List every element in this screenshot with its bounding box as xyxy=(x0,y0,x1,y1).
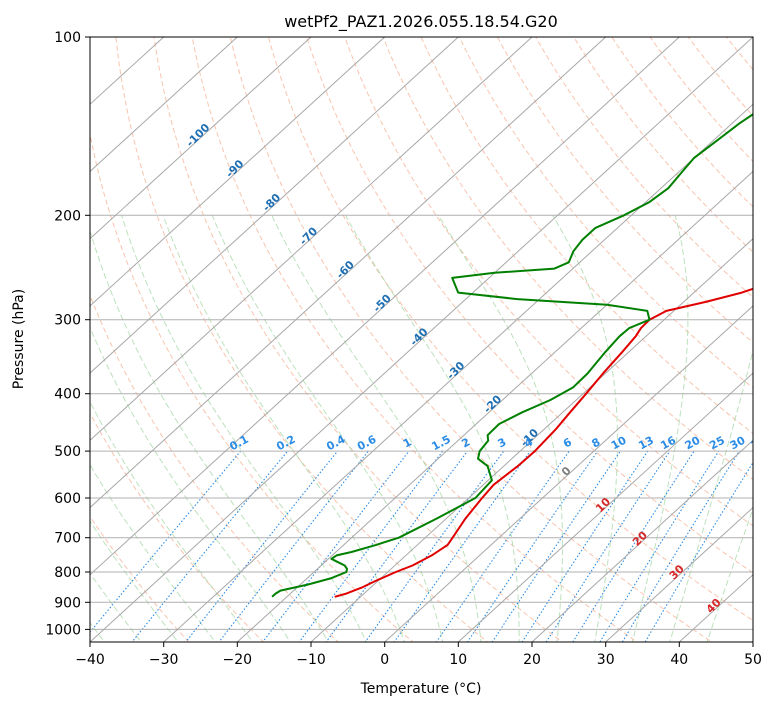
dry-adiabat xyxy=(306,37,753,574)
moist-adiabat xyxy=(90,572,142,642)
moist-adiabat xyxy=(271,215,482,642)
moist-adiabat xyxy=(90,520,179,642)
moist-adiabat xyxy=(345,215,520,642)
isotherm-gridline xyxy=(90,37,312,240)
moist-adiabat xyxy=(706,507,753,642)
dry-adiabat xyxy=(191,37,638,642)
x-tick-label: 40 xyxy=(670,652,688,668)
moist-adiabat xyxy=(211,215,444,642)
mixing-ratio-label: 25 xyxy=(707,434,727,453)
isotherm-gridline xyxy=(90,37,753,642)
x-axis-label: Temperature (°C) xyxy=(360,681,482,697)
moist-adiabat xyxy=(90,229,329,642)
mixing-ratio-label: 13 xyxy=(636,434,656,453)
plot-frame xyxy=(89,36,754,643)
moist-adiabat xyxy=(437,215,563,642)
moist-adiabat xyxy=(121,215,367,642)
dry-adiabat xyxy=(344,37,753,527)
isotherm-gridline xyxy=(457,372,753,642)
temperature-profile-line xyxy=(334,287,753,598)
y-tick-label: 100 xyxy=(54,30,81,46)
isotherm-gridlines xyxy=(90,37,753,642)
plot-area: -100-90-80-70-60-50-40-30-20-10010203040… xyxy=(90,37,769,642)
isobar-gridlines xyxy=(90,37,753,630)
dry-adiabat xyxy=(458,37,753,389)
x-tick-label: −30 xyxy=(149,652,179,668)
moist-adiabat xyxy=(631,215,689,642)
mixing-ratio-label: 10 xyxy=(609,434,629,453)
y-tick-label: 900 xyxy=(54,595,81,611)
y-tick-label: 600 xyxy=(54,491,81,507)
y-tick-label: 500 xyxy=(54,444,81,460)
dry-adiabat xyxy=(90,412,265,642)
moist-adiabat xyxy=(552,215,618,642)
x-tick-label: −10 xyxy=(296,652,326,668)
x-tick-label: 10 xyxy=(449,652,467,668)
moist-adiabat xyxy=(90,326,291,642)
isotherm-gridline xyxy=(90,37,533,442)
x-tick-label: −40 xyxy=(75,652,105,668)
mixing-ratio-label: 20 xyxy=(683,434,703,453)
moist-adiabat xyxy=(162,215,406,642)
isotherm-gridline xyxy=(90,37,607,509)
y-tick-label: 300 xyxy=(54,313,81,329)
mixing-ratio-label: 36 xyxy=(749,434,769,453)
moist-adiabats xyxy=(90,215,753,642)
dry-adiabat xyxy=(382,37,753,481)
x-axis-ticks: −40 −30 −20 −10 0 10 20 30 40 50 xyxy=(75,642,762,668)
y-tick-label: 700 xyxy=(54,531,81,547)
profile-series xyxy=(271,113,753,598)
isotherm-gridline xyxy=(236,170,753,642)
isotherm-gridline xyxy=(605,506,753,642)
isotherm-gridline xyxy=(90,37,680,576)
y-tick-label: 400 xyxy=(54,387,81,403)
chart-title: wetPf2_PAZ1.2026.055.18.54.G20 xyxy=(284,12,558,32)
moist-adiabat xyxy=(90,463,216,642)
moist-adiabat xyxy=(90,400,254,642)
x-tick-label: 50 xyxy=(744,652,762,668)
x-tick-label: 30 xyxy=(597,652,615,668)
dry-adiabat xyxy=(90,515,190,642)
isotherm-gridline xyxy=(90,37,238,173)
isotherm-gridline xyxy=(310,237,753,642)
dry-adiabat xyxy=(229,37,713,642)
dewpoint-profile-line xyxy=(271,113,753,598)
isotherm-gridline xyxy=(90,37,386,307)
y-axis-label: Pressure (hPa) xyxy=(11,289,27,389)
x-tick-label: 20 xyxy=(523,652,541,668)
y-tick-label: 1000 xyxy=(45,622,81,638)
mixing-ratio-label: 16 xyxy=(658,434,678,453)
x-tick-label: −20 xyxy=(223,652,253,668)
mixing-ratio-label: 30 xyxy=(728,434,748,453)
moist-adiabat xyxy=(669,348,753,642)
y-axis-ticks: 1000 900 800 700 600 500 400 300 200 100 xyxy=(45,30,90,638)
dry-adiabat xyxy=(90,131,414,642)
isotherm-gridline xyxy=(163,103,753,642)
y-tick-label: 800 xyxy=(54,565,81,581)
isotherm-gridline xyxy=(531,439,753,642)
y-tick-label: 200 xyxy=(54,208,81,224)
x-tick-label: 0 xyxy=(380,652,389,668)
isotherm-gridline xyxy=(384,305,753,642)
dry-adiabat xyxy=(153,37,564,642)
isotherm-gridline xyxy=(90,37,459,374)
dry-adiabat xyxy=(496,37,753,344)
